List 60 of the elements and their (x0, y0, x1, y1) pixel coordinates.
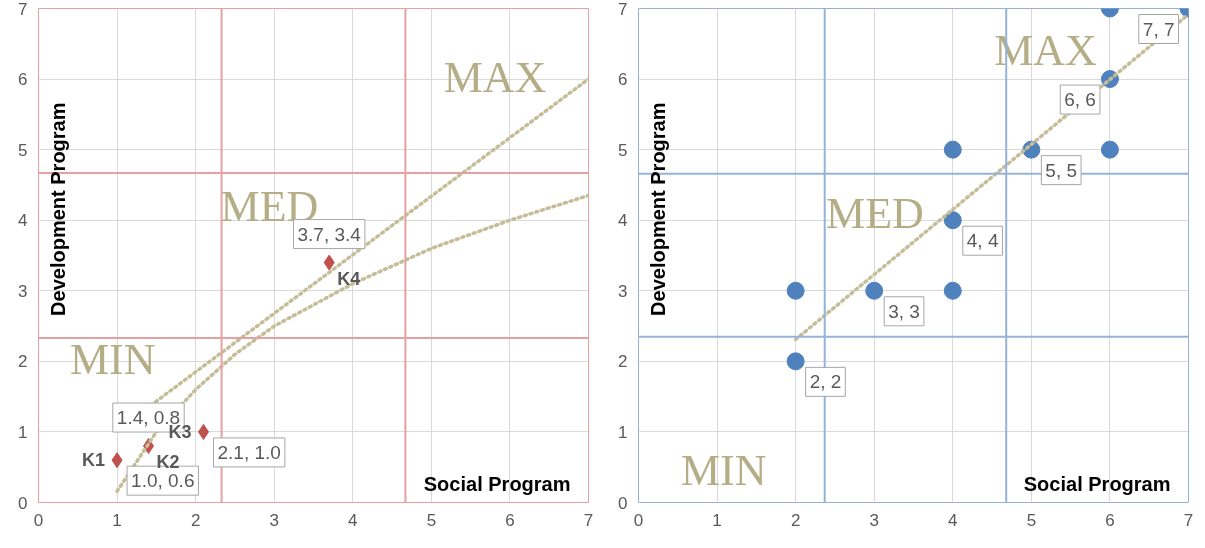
x-tick-label: 7 (583, 510, 594, 530)
y-tick-label: 6 (18, 70, 28, 90)
x-tick-label: 3 (869, 510, 879, 530)
x-tick-label: 0 (633, 510, 644, 530)
y-tick-label: 3 (618, 281, 628, 301)
y-tick-label: 4 (618, 211, 628, 231)
y-tick-label: 4 (18, 211, 28, 231)
data-label: 4, 4 (966, 230, 999, 252)
y-tick-label: 0 (618, 493, 628, 513)
x-axis-title: Social Program (423, 472, 571, 495)
y-tick-label: 0 (18, 493, 28, 513)
x-tick-label: 6 (505, 510, 515, 530)
x-tick-label: 2 (790, 510, 801, 530)
y-tick-label: 7 (618, 0, 628, 19)
annotation: MED (826, 189, 924, 239)
data-label: 6, 6 (1064, 89, 1096, 111)
annotation: K4 (337, 268, 361, 289)
point (323, 254, 335, 271)
data-label: 5, 5 (1045, 159, 1078, 181)
x-axis-title: Social Program (1023, 472, 1171, 495)
point (786, 352, 805, 371)
point (1100, 140, 1119, 159)
data-label: 3, 3 (888, 300, 920, 322)
annotation: MIN (680, 445, 767, 495)
annotation: K1 (82, 450, 106, 471)
x-tick-label: 5 (1026, 510, 1037, 530)
y-tick-label: 7 (18, 0, 28, 19)
x-tick-label: 1 (712, 510, 722, 530)
y-tick-label: 2 (18, 352, 28, 372)
y-axis-title: Development Program (46, 102, 69, 316)
annotation: MIN (69, 334, 156, 384)
y-tick-label: 6 (618, 70, 628, 90)
point (943, 140, 962, 159)
annotation: MAX (443, 53, 547, 103)
annotation: K2 (156, 452, 180, 473)
y-tick-label: 3 (18, 281, 28, 301)
data-label: 7, 7 (1142, 18, 1175, 40)
y-tick-label: 1 (618, 422, 628, 442)
x-tick-label: 3 (269, 510, 279, 530)
point (865, 281, 884, 300)
x-tick-label: 7 (1183, 510, 1194, 530)
data-label: 2, 2 (809, 371, 842, 393)
y-tick-label: 5 (18, 140, 28, 160)
x-tick-label: 6 (1105, 510, 1115, 530)
y-tick-label: 5 (618, 140, 628, 160)
data-label: 2.1, 1.0 (217, 441, 281, 463)
y-tick-label: 1 (18, 422, 28, 442)
x-tick-label: 5 (426, 510, 437, 530)
x-tick-label: 2 (190, 510, 201, 530)
x-tick-label: 4 (348, 510, 358, 530)
point (943, 281, 962, 300)
x-tick-label: 4 (948, 510, 958, 530)
y-axis-title: Development Program (646, 102, 669, 316)
point (786, 281, 805, 300)
point (111, 452, 123, 469)
x-tick-label: 1 (112, 510, 122, 530)
x-tick-label: 0 (33, 510, 44, 530)
y-tick-label: 2 (618, 352, 628, 372)
point (943, 211, 962, 230)
data-label: 1.0, 0.6 (131, 470, 195, 492)
